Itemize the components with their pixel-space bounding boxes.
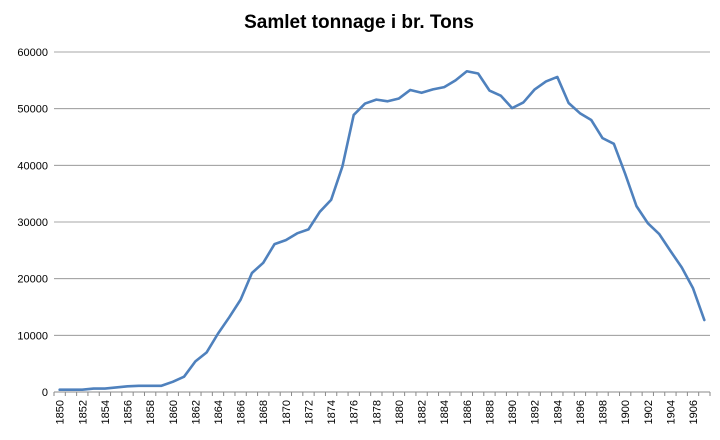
x-tick-label: 1888 [484,400,496,424]
x-tick-label: 1882 [417,400,429,424]
series-line [58,69,706,392]
y-tick-label: 30000 [17,217,48,229]
x-tick-label: 1904 [665,400,677,424]
x-tick-label: 1862 [190,400,202,424]
x-tick-label: 1898 [598,400,610,424]
x-tick-label: 1856 [123,400,135,424]
series-layer [58,69,706,392]
x-tick-label: 1896 [575,400,587,424]
x-tick-label: 1878 [371,400,383,424]
x-axis-tick-labels: 1850 1852 1854 1856 1858 1860 1862 1864 1866 1868… [55,400,700,424]
gridlines [54,51,710,336]
y-tick-label: 10000 [17,330,48,342]
y-tick-label: 40000 [17,160,48,172]
x-tick-label: 1886 [462,400,474,424]
x-tick-label: 1864 [213,400,225,424]
x-tick-label: 1870 [281,400,293,424]
x-axis-ticks [53,392,711,396]
x-tick-label: 1860 [168,400,180,424]
x-tick-label: 1872 [303,400,315,424]
x-tick-label: 1892 [530,400,542,424]
x-tick-label: 1874 [326,400,338,424]
y-tick-label: 20000 [17,274,48,286]
y-tick-label: 0 [42,387,48,399]
x-tick-label: 1852 [77,400,89,424]
x-tick-label: 1906 [688,400,700,424]
x-tick-label: 1902 [643,400,655,424]
x-tick-label: 1880 [394,400,406,424]
x-tick-label: 1890 [507,400,519,424]
x-tick-label: 1850 [55,400,67,424]
chart-title: Samlet tonnage i br. Tons [244,12,474,33]
y-tick-label: 50000 [17,104,48,116]
y-tick-label: 60000 [17,47,48,59]
x-tick-label: 1858 [145,400,157,424]
x-tick-label: 1894 [552,400,564,424]
x-tick-label: 1866 [236,400,248,424]
x-tick-label: 1900 [620,400,632,424]
y-axis-tick-labels: 0 10000 20000 30000 40000 50000 60000 [17,47,48,399]
x-tick-label: 1854 [100,400,112,424]
x-tick-label: 1876 [349,400,361,424]
x-tick-label: 1868 [258,400,270,424]
x-tick-label: 1884 [439,400,451,424]
